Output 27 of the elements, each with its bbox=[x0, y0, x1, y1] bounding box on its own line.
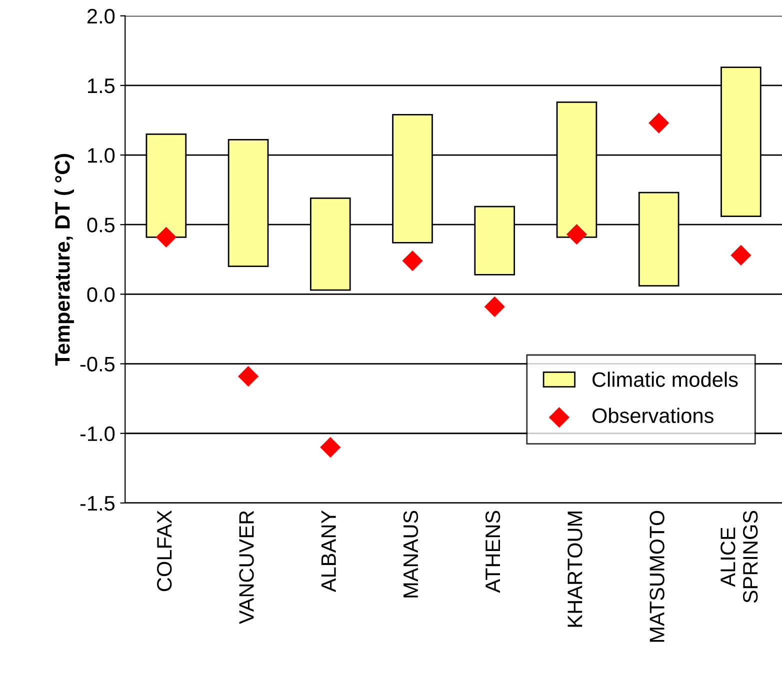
point bbox=[320, 437, 341, 458]
y-tick-label: 1.5 bbox=[88, 78, 115, 94]
y-tick-label: 0.0 bbox=[87, 287, 115, 302]
x-tick-label: MATSUMOTO bbox=[650, 510, 664, 642]
point bbox=[484, 296, 505, 318]
y-tick-label: 1.0 bbox=[88, 148, 115, 163]
x-tick-label: ATHENS bbox=[485, 510, 500, 593]
point bbox=[648, 112, 670, 134]
y-tick-label: -1.5 bbox=[80, 496, 115, 511]
x-tick-label: ALICE SPRINGS bbox=[720, 510, 758, 603]
y-tick-label: 2.0 bbox=[87, 8, 115, 24]
x-tick-label: ALBANY bbox=[321, 510, 336, 592]
x-tick-label: VANCUVER bbox=[239, 510, 254, 624]
point bbox=[730, 244, 752, 266]
x-tick-label: MANAUS bbox=[403, 510, 418, 598]
point bbox=[566, 224, 588, 245]
point bbox=[156, 226, 176, 248]
legend-label: Observations bbox=[592, 408, 714, 424]
point bbox=[238, 366, 259, 387]
x-tick-label: KHARTOUM bbox=[568, 512, 582, 627]
y-axis-title: Temperature, DT ( °C) bbox=[54, 154, 74, 366]
y-tick-label: -1.0 bbox=[80, 426, 115, 442]
legend-label: Climatic models bbox=[592, 372, 738, 387]
point bbox=[402, 250, 423, 272]
y-tick-label: -0.5 bbox=[80, 356, 115, 372]
y-tick-label: 0.5 bbox=[87, 218, 115, 232]
x-tick-label: COLFAX bbox=[157, 510, 172, 592]
